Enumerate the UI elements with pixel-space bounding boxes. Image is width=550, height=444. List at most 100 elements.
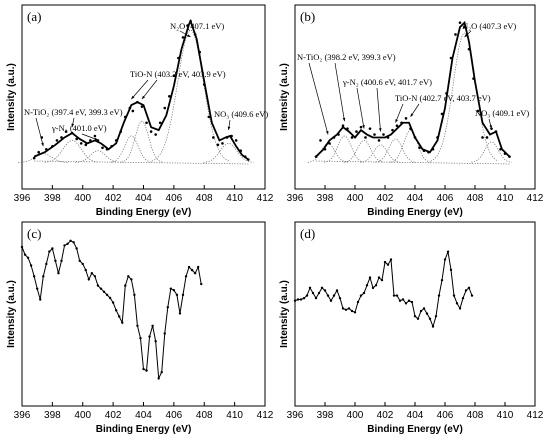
- x-tick-label: 410: [226, 193, 243, 204]
- data-point: [111, 301, 115, 304]
- data-point: [225, 136, 229, 139]
- data-point: [131, 109, 135, 113]
- data-point: [51, 247, 54, 250]
- data-point: [350, 136, 354, 139]
- data-point: [314, 155, 318, 158]
- data-point: [186, 24, 189, 27]
- annotation-arrow: [141, 79, 158, 100]
- x-tick-label: 400: [74, 410, 91, 421]
- x-tick-label: 402: [377, 410, 394, 421]
- arrow-head: [378, 128, 382, 132]
- arrow-head: [489, 125, 493, 129]
- arrow-head: [464, 33, 468, 37]
- data-point: [481, 136, 484, 139]
- data-point: [168, 94, 171, 98]
- data-point: [207, 115, 211, 119]
- x-tick-label: 406: [166, 410, 183, 421]
- data-point: [319, 139, 322, 142]
- data-point: [395, 294, 399, 297]
- data-point: [311, 291, 315, 295]
- data-point: [463, 25, 466, 29]
- data-point: [494, 130, 498, 133]
- data-point: [42, 275, 45, 278]
- data-point: [427, 150, 430, 154]
- component-peak: [324, 135, 365, 163]
- data-point: [105, 147, 109, 151]
- annotation-arrow: [356, 87, 365, 129]
- data-point: [476, 109, 480, 113]
- data-point: [443, 258, 447, 261]
- arrow-head: [410, 113, 414, 117]
- data-point: [293, 299, 297, 302]
- data-point: [503, 152, 507, 155]
- data-point: [181, 36, 185, 39]
- data-point: [335, 289, 339, 292]
- data-point: [380, 278, 384, 282]
- data-point: [160, 370, 163, 374]
- data-point: [105, 293, 109, 297]
- data-point: [169, 287, 173, 290]
- data-point: [364, 136, 367, 139]
- data-point: [425, 312, 429, 315]
- peak-annotation: N₂O (407.3 eV): [462, 21, 516, 31]
- chart-panel-3: 396 398 400 402 404 406 408 410 412 Binding Energ…: [6, 221, 274, 435]
- data-point: [177, 56, 180, 60]
- data-point: [395, 124, 399, 128]
- data-point: [110, 145, 113, 148]
- data-point: [317, 291, 321, 295]
- chart-panel-2: 396 398 400 402 404 406 408 410 412 Binding Energ…: [279, 4, 544, 218]
- data-point: [344, 308, 348, 311]
- data-point: [57, 272, 60, 275]
- data-point: [163, 106, 167, 110]
- data-point: [243, 155, 247, 158]
- data-point: [127, 275, 130, 278]
- data-point: [508, 155, 511, 158]
- data-point: [200, 282, 203, 286]
- data-point: [490, 127, 493, 130]
- data-point: [436, 136, 439, 139]
- data-point: [75, 247, 78, 250]
- data-point: [29, 264, 33, 267]
- data-point: [485, 136, 489, 139]
- data-point: [51, 145, 54, 148]
- data-point: [328, 142, 331, 145]
- y-axis-title: Intensity (a.u.): [279, 280, 290, 348]
- arrow-head: [395, 119, 398, 123]
- data-point: [452, 294, 456, 297]
- data-point: [458, 307, 462, 310]
- data-point: [32, 275, 36, 278]
- x-tick-label: 410: [497, 410, 514, 421]
- data-point: [341, 307, 345, 310]
- data-point: [454, 33, 457, 36]
- data-point: [431, 147, 435, 151]
- data-point: [55, 139, 59, 142]
- data-point: [189, 19, 192, 23]
- data-point: [464, 289, 468, 292]
- plot-frame: [21, 221, 266, 407]
- data-point: [458, 21, 462, 24]
- x-tick-label: 396: [287, 410, 304, 421]
- panel-label: (a): [27, 9, 41, 24]
- data-point: [149, 130, 153, 133]
- data-point: [81, 262, 84, 266]
- arrow-head: [187, 34, 191, 37]
- data-point: [461, 296, 465, 300]
- data-point: [416, 317, 420, 320]
- component-peak: [360, 144, 401, 163]
- data-point: [409, 127, 412, 130]
- data-point: [119, 130, 123, 133]
- data-point: [154, 340, 157, 343]
- x-tick-label: 400: [74, 193, 91, 204]
- baseline: [34, 160, 249, 165]
- data-point: [422, 307, 426, 310]
- component-peak: [343, 140, 385, 163]
- data-point: [172, 74, 176, 77]
- data-point: [190, 268, 194, 272]
- data-point: [437, 294, 441, 297]
- data-point: [178, 312, 182, 315]
- data-point: [305, 294, 309, 297]
- data-point: [172, 289, 176, 292]
- data-point: [216, 143, 220, 147]
- data-point: [69, 239, 72, 242]
- arrow-head: [71, 123, 75, 128]
